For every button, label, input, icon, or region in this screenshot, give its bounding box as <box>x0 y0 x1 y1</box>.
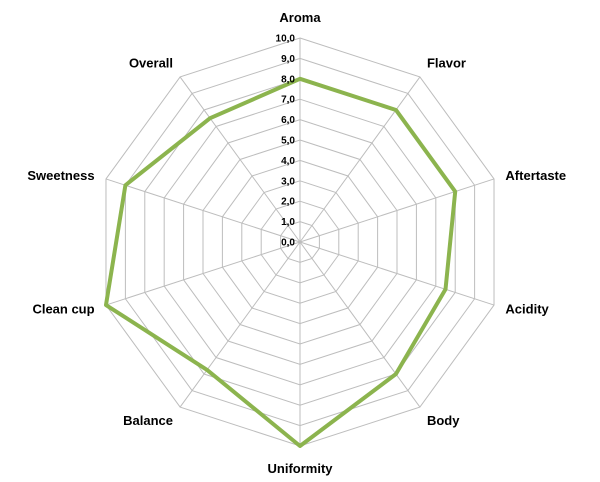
tick-label: 9,0 <box>281 54 295 65</box>
category-label: Sweetness <box>27 168 94 183</box>
spoke-line <box>179 241 301 408</box>
category-label: Acidity <box>505 301 549 316</box>
category-label: Overall <box>129 55 173 70</box>
tick-label: 5,0 <box>281 136 295 147</box>
spoke-line <box>179 76 301 243</box>
category-label: Uniformity <box>268 461 334 476</box>
spoke-line <box>299 241 421 408</box>
spoke-line <box>299 76 421 243</box>
spoke-line <box>299 178 495 243</box>
category-label: Aftertaste <box>505 168 566 183</box>
radial-tick-labels: 0,0 1,0 2,0 3,0 4,0 5,0 6,0 7,0 8,0 9,0 10,0 <box>276 34 296 249</box>
category-label: Flavor <box>427 55 466 70</box>
tick-label: 0,0 <box>281 238 295 249</box>
category-labels: Aroma Flavor Aftertaste Acidity Body Uniformi… <box>27 10 566 476</box>
spoke-line <box>105 178 301 243</box>
tick-label: 1,0 <box>281 217 295 228</box>
spoke-line <box>105 241 301 306</box>
series-line <box>103 76 458 448</box>
spoke-line <box>299 241 495 306</box>
tick-label: 4,0 <box>281 156 295 167</box>
category-label: Body <box>427 413 460 428</box>
tick-label: 6,0 <box>281 115 295 126</box>
tick-label: 7,0 <box>281 95 295 106</box>
tick-label: 8,0 <box>281 74 295 85</box>
spokes <box>105 38 495 446</box>
category-label: Aroma <box>279 10 321 25</box>
tick-label: 2,0 <box>281 197 295 208</box>
tick-label: 3,0 <box>281 176 295 187</box>
series <box>103 76 458 448</box>
category-label: Balance <box>123 413 173 428</box>
category-label: Clean cup <box>32 301 94 316</box>
tick-label: 10,0 <box>276 34 296 45</box>
